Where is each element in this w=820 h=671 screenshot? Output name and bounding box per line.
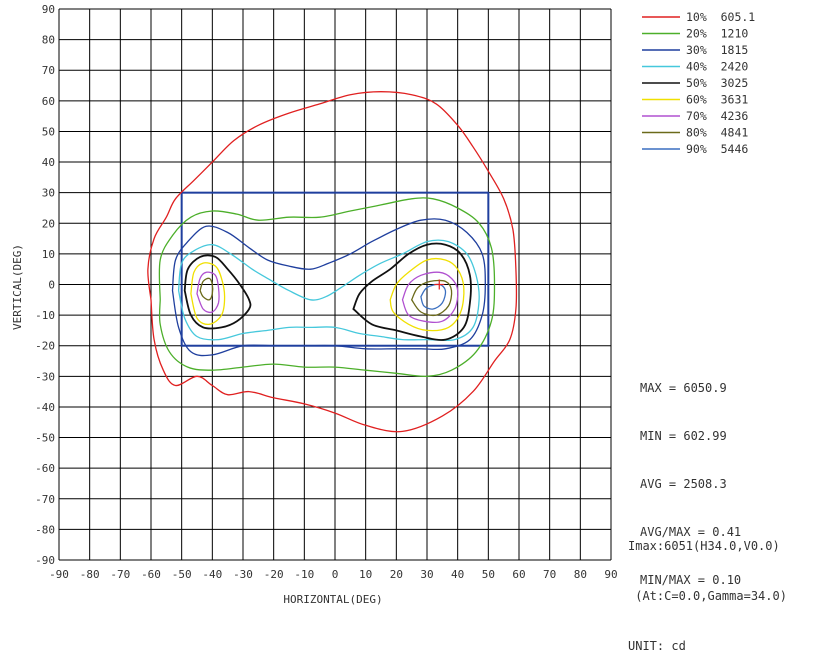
x-tick-label: 30 — [420, 568, 433, 581]
y-tick-label: 20 — [42, 217, 55, 230]
y-tick-label: 30 — [42, 187, 55, 200]
contour-line-10pct — [147, 91, 518, 433]
x-tick-labels: -90 -80 -70 -60 -50 -40 -30 -20 -10 0 10 20 30 40 50 60… — [49, 568, 618, 581]
contour-line-30pct — [171, 218, 486, 357]
x-axis-title: HORIZONTAL(DEG) — [283, 593, 382, 606]
x-tick-label: 90 — [604, 568, 617, 581]
legend-label: 50% 3025 — [686, 76, 748, 90]
y-tick-label: -90 — [35, 554, 55, 567]
y-tick-label: 70 — [42, 64, 55, 77]
contour-line-60pct — [190, 262, 226, 326]
legend-label: 30% 1815 — [686, 43, 748, 57]
x-tick-label: 10 — [359, 568, 372, 581]
peak-marker — [434, 279, 445, 290]
y-axis-title: VERTICAL(DEG) — [11, 244, 24, 330]
x-tick-label: -50 — [172, 568, 192, 581]
x-tick-label: -30 — [233, 568, 253, 581]
y-tick-label: 90 — [42, 3, 55, 16]
imax-value: Imax:6051(H34.0,V0.0) — [628, 539, 780, 553]
unit-label: UNIT: cd — [628, 639, 686, 653]
stat-min: MIN = 602.99 — [640, 429, 727, 443]
y-tick-label: 60 — [42, 95, 55, 108]
x-tick-label: 80 — [574, 568, 587, 581]
contour-line-70pct — [196, 271, 220, 314]
y-tick-label: -10 — [35, 309, 55, 322]
y-tick-label: 40 — [42, 156, 55, 169]
contour-line-60pct — [389, 258, 465, 332]
y-tick-label: -70 — [35, 493, 55, 506]
legend-label: 80% 4841 — [686, 126, 748, 140]
statistics-panel: MAX = 6050.9 MIN = 602.99 AVG = 2508.3 A… — [640, 348, 741, 604]
y-tick-label: 10 — [42, 248, 55, 261]
x-tick-label: 50 — [482, 568, 495, 581]
contour-line-80pct — [410, 279, 453, 317]
contour-line-40pct — [177, 239, 480, 342]
y-tick-label: -80 — [35, 523, 55, 536]
x-tick-label: -70 — [110, 568, 130, 581]
y-tick-label: -60 — [35, 462, 55, 475]
x-tick-label: -10 — [294, 568, 314, 581]
x-tick-label: 40 — [451, 568, 464, 581]
x-tick-label: 0 — [332, 568, 339, 581]
contour-line-50pct — [183, 254, 252, 330]
x-tick-label: -40 — [202, 568, 222, 581]
legend: 10% 605.1 20% 1210 30% 1815 40% 2420 50% 302… — [642, 10, 755, 156]
contour-line-50pct — [352, 242, 472, 341]
legend-label: 10% 605.1 — [686, 10, 755, 24]
legend-label: 60% 3631 — [686, 93, 748, 107]
imax-angles: (At:C=0.0,Gamma=34.0) — [628, 589, 787, 603]
y-tick-label: -20 — [35, 340, 55, 353]
x-tick-label: -80 — [80, 568, 100, 581]
stat-avg-max: AVG/MAX = 0.41 — [640, 525, 742, 539]
y-tick-label: 80 — [42, 34, 55, 47]
contour-line-90pct — [420, 283, 447, 310]
contour-line-80pct — [199, 277, 214, 301]
contour-line-20pct — [158, 197, 496, 378]
stat-min-max: MIN/MAX = 0.10 — [640, 573, 742, 587]
y-tick-label: 0 — [48, 279, 55, 292]
contour-lines — [147, 91, 518, 433]
legend-label: 20% 1210 — [686, 27, 748, 41]
x-tick-label: 20 — [390, 568, 403, 581]
legend-label: 90% 5446 — [686, 142, 748, 156]
y-tick-label: -50 — [35, 432, 55, 445]
imax-panel: Imax:6051(H34.0,V0.0) (At:C=0.0,Gamma=34… — [628, 505, 787, 671]
stat-avg: AVG = 2508.3 — [640, 477, 727, 491]
contour-line-70pct — [401, 271, 459, 324]
x-tick-label: 60 — [512, 568, 525, 581]
stat-max: MAX = 6050.9 — [640, 381, 727, 395]
y-tick-label: -30 — [35, 370, 55, 383]
x-tick-label: -90 — [49, 568, 69, 581]
x-tick-label: 70 — [543, 568, 556, 581]
grid — [58, 8, 612, 561]
y-tick-label: 50 — [42, 125, 55, 138]
x-tick-label: -60 — [141, 568, 161, 581]
legend-label: 70% 4236 — [686, 109, 748, 123]
isolux-contour-chart: -90 -80 -70 -60 -50 -40 -30 -20 -10 0 10 20 30 40 50 60… — [11, 3, 755, 606]
y-tick-label: -40 — [35, 401, 55, 414]
y-tick-labels: -90 -80 -70 -60 -50 -40 -30 -20 -10 0 10 20 30 40 50 60… — [35, 3, 55, 567]
legend-label: 40% 2420 — [686, 60, 748, 74]
x-tick-label: -20 — [264, 568, 284, 581]
